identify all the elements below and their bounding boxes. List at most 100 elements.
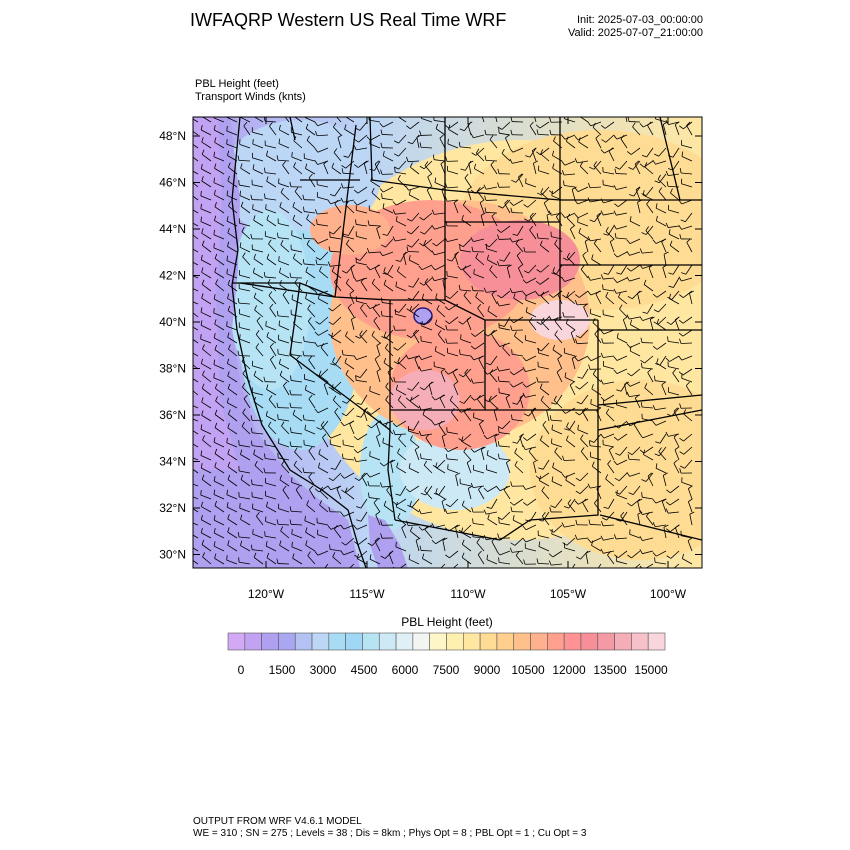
wind-barb-flag xyxy=(214,553,217,559)
wind-barb-flag xyxy=(393,140,399,144)
lat-label: 48°N xyxy=(159,129,186,143)
wind-barb-flag xyxy=(518,173,523,178)
wind-barb xyxy=(280,192,290,201)
wind-barb-flag xyxy=(458,243,464,248)
wind-barb-flag xyxy=(600,433,605,439)
wind-barb xyxy=(239,246,251,253)
wind-barb xyxy=(227,246,238,253)
wind-barb-flag xyxy=(428,381,434,385)
wind-barb xyxy=(268,243,277,253)
wind-barb xyxy=(322,437,329,448)
wind-barb-flag xyxy=(407,141,413,145)
wind-barb-flag xyxy=(640,402,643,408)
wind-barb xyxy=(214,349,225,357)
wind-barb xyxy=(595,294,602,305)
wind-barb-flag xyxy=(302,467,305,473)
wind-barb xyxy=(291,234,303,240)
wind-barb xyxy=(308,359,316,370)
wind-barb xyxy=(608,498,615,509)
wind-barb xyxy=(279,206,290,214)
wind-barb xyxy=(293,257,303,266)
wind-barb-flag xyxy=(314,121,319,127)
wind-barb xyxy=(280,530,290,539)
wind-barb xyxy=(644,387,654,396)
wind-barb xyxy=(566,257,576,266)
wind-barb-flag xyxy=(561,213,566,218)
wind-barb-flag xyxy=(413,329,418,334)
wind-barb xyxy=(193,468,199,474)
wind-barb xyxy=(645,186,654,196)
wind-barb-flag xyxy=(464,173,469,179)
wind-barb xyxy=(193,418,199,422)
wind-barb-flag xyxy=(543,199,549,204)
wind-barb xyxy=(578,290,589,298)
wind-barb xyxy=(215,283,225,292)
wind-barb xyxy=(318,375,329,383)
wind-barb xyxy=(526,381,537,388)
wind-barb-flag xyxy=(541,486,545,491)
wind-barb xyxy=(304,157,316,162)
wind-barb xyxy=(486,454,498,461)
wind-barb xyxy=(214,414,225,422)
wind-barb xyxy=(642,511,654,515)
wind-barb xyxy=(252,391,264,396)
wind-barb xyxy=(318,453,329,461)
wind-barb-flag xyxy=(409,305,413,311)
wind-barb xyxy=(238,160,251,162)
wind-barb xyxy=(411,238,420,248)
wind-barb-flag xyxy=(423,240,427,245)
wind-barb xyxy=(279,129,290,136)
wind-barb-flag xyxy=(395,216,398,222)
wind-barb xyxy=(193,364,199,370)
wind-barb xyxy=(304,419,316,422)
wind-barb xyxy=(356,147,368,151)
wind-barb-flag xyxy=(282,109,285,113)
wind-barb-flag xyxy=(214,383,218,389)
wind-barb xyxy=(593,165,602,175)
wind-barb-flag xyxy=(672,368,677,374)
wind-barb xyxy=(577,199,589,205)
wind-barb xyxy=(463,368,472,378)
wind-barb-flag xyxy=(406,156,409,162)
wind-barb-flag xyxy=(189,124,191,129)
wind-barb-flag xyxy=(279,474,282,480)
wind-barb xyxy=(356,524,368,530)
wind-barb-flag xyxy=(290,427,292,433)
wind-barb-flag xyxy=(227,409,231,415)
wind-barb-flag xyxy=(601,139,606,143)
wind-barb xyxy=(382,251,394,257)
wind-barb-flag xyxy=(600,535,604,541)
longitude-labels: 120°W 115°W 110°W 105°W 100°W xyxy=(248,587,687,601)
wind-barb xyxy=(629,316,641,320)
colorbar-swatch xyxy=(227,632,246,651)
wind-barb-flag xyxy=(644,162,648,167)
wind-barb xyxy=(320,425,329,435)
wind-barb xyxy=(590,355,602,362)
wind-barb-flag xyxy=(268,239,272,245)
wind-barb-flag xyxy=(318,370,322,376)
wind-barb xyxy=(294,451,303,461)
wind-barb-flag xyxy=(489,369,494,374)
wind-barb xyxy=(685,212,693,222)
wind-barb xyxy=(290,510,303,513)
wind-barb xyxy=(213,312,225,318)
wind-barb xyxy=(226,325,238,331)
wind-barb xyxy=(370,134,381,141)
wind-barb xyxy=(595,138,602,149)
wind-barb-flag xyxy=(665,508,669,514)
wind-barb xyxy=(629,350,641,357)
wind-barb-flag xyxy=(414,355,420,360)
wind-barb-flag xyxy=(589,219,595,223)
wind-barb-flag xyxy=(642,190,645,196)
wind-barb xyxy=(295,489,303,500)
wind-barb-flag xyxy=(386,485,391,491)
wind-barb xyxy=(397,270,407,279)
wind-barb-flag xyxy=(686,238,691,243)
wind-barb-flag xyxy=(687,537,693,542)
wind-barb xyxy=(526,433,537,441)
wind-barb-flag xyxy=(226,255,229,261)
wind-barb xyxy=(657,179,667,188)
wind-barb xyxy=(292,557,303,565)
wind-barb-flag xyxy=(439,394,445,399)
wind-barb xyxy=(593,243,602,253)
